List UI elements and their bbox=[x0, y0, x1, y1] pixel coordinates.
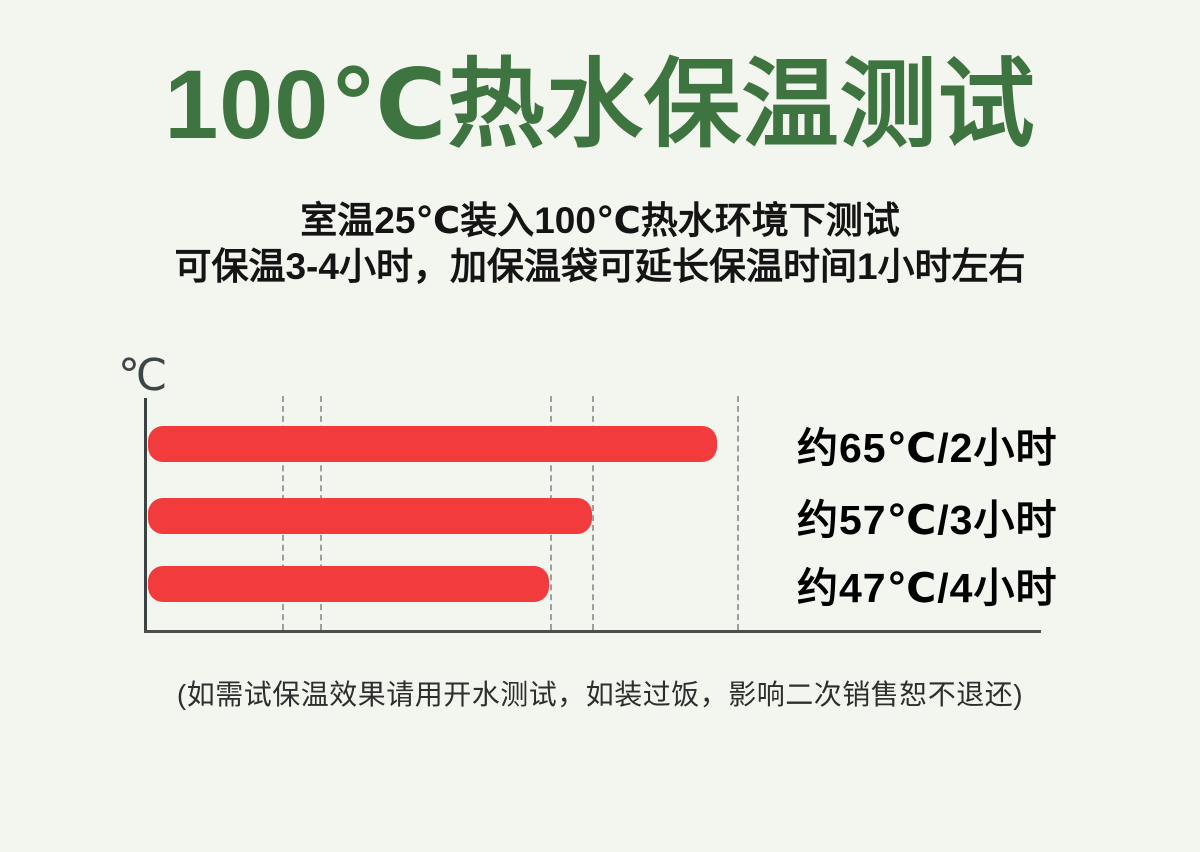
bar-value-label-4小时: 约47℃/4小时 bbox=[797, 565, 1058, 611]
gridline-4 bbox=[737, 396, 739, 630]
x-axis-line bbox=[144, 630, 1041, 633]
gridline-3 bbox=[592, 396, 594, 630]
bar-value-label-2小时: 约65℃/2小时 bbox=[797, 425, 1058, 471]
bar-value-label-3小时: 约57℃/3小时 bbox=[797, 497, 1058, 543]
page-title: 100℃热水保温测试 bbox=[164, 50, 1036, 159]
temperature-bar-2小时 bbox=[148, 426, 717, 462]
footnote: (如需试保温效果请用开水测试，如装过饭，影响二次销售恕不退还) bbox=[176, 679, 1024, 710]
subtitle-line-2: 可保温3-4小时，加保温袋可延长保温时间1小时左右 bbox=[174, 246, 1026, 287]
y-axis-line bbox=[144, 398, 147, 632]
y-axis-unit-label: ℃ bbox=[118, 351, 168, 400]
temperature-bar-3小时 bbox=[148, 498, 592, 534]
subtitle-line-1: 室温25℃装入100℃热水环境下测试 bbox=[300, 200, 900, 241]
temperature-bar-4小时 bbox=[148, 566, 549, 602]
subtitle: 室温25℃装入100℃热水环境下测试 可保温3-4小时，加保温袋可延长保温时间1… bbox=[0, 198, 1200, 290]
